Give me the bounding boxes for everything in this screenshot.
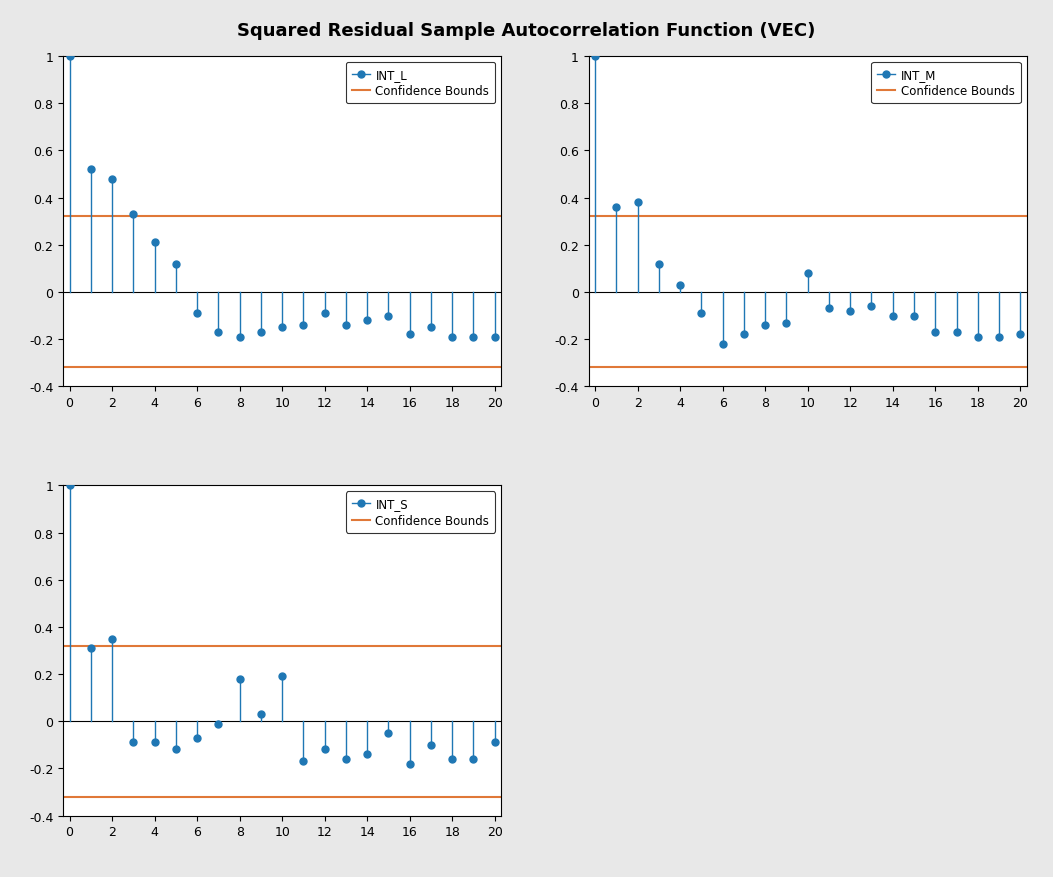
INT_S [382, 728, 395, 738]
INT_M [822, 303, 835, 314]
INT_M [929, 327, 941, 338]
INT_L [170, 259, 182, 269]
INT_S [468, 754, 480, 765]
INT_L [297, 320, 310, 331]
INT_L [276, 323, 289, 333]
Line: INT_M: INT_M [592, 53, 1024, 348]
INT_M [993, 332, 1006, 343]
INT_L [424, 323, 437, 333]
Text: Squared Residual Sample Autocorrelation Function (VEC): Squared Residual Sample Autocorrelation … [237, 22, 816, 40]
INT_S [489, 738, 501, 748]
INT_M [716, 339, 729, 350]
INT_S [340, 754, 353, 765]
INT_L [403, 330, 416, 340]
INT_L [234, 332, 246, 343]
INT_M [866, 302, 878, 312]
INT_S [191, 732, 203, 743]
INT_M [759, 320, 772, 331]
INT_S [84, 643, 97, 653]
INT_M [801, 268, 814, 279]
INT_M [589, 52, 601, 62]
INT_M [653, 259, 665, 269]
Confidence Bounds [63, 212, 76, 223]
INT_L [105, 175, 118, 185]
INT_L [255, 327, 267, 338]
INT_M [610, 203, 622, 213]
INT_M [843, 306, 856, 317]
INT_L [212, 327, 224, 338]
Confidence Bounds [63, 641, 76, 652]
Line: INT_S: INT_S [66, 482, 498, 767]
INT_M [632, 198, 644, 209]
INT_L [318, 309, 331, 319]
INT_M [908, 310, 920, 321]
INT_S [170, 745, 182, 755]
Confidence Bounds [610, 212, 622, 223]
INT_L [340, 320, 353, 331]
Confidence Bounds [84, 212, 97, 223]
INT_S [297, 756, 310, 766]
INT_S [318, 745, 331, 755]
INT_L [468, 332, 480, 343]
INT_L [84, 165, 97, 175]
INT_L [361, 316, 374, 326]
INT_M [737, 330, 750, 340]
INT_S [403, 759, 416, 769]
INT_M [674, 281, 687, 291]
INT_M [950, 327, 962, 338]
INT_L [489, 332, 501, 343]
INT_S [424, 739, 437, 750]
INT_M [887, 310, 899, 321]
INT_S [361, 749, 374, 759]
INT_M [1014, 330, 1027, 340]
Legend: INT_L, Confidence Bounds: INT_L, Confidence Bounds [346, 63, 495, 104]
INT_S [255, 709, 267, 719]
INT_M [780, 318, 793, 329]
INT_L [127, 210, 140, 220]
INT_S [212, 718, 224, 729]
INT_S [234, 674, 246, 684]
Legend: INT_M, Confidence Bounds: INT_M, Confidence Bounds [872, 63, 1020, 104]
INT_L [148, 238, 161, 248]
Confidence Bounds [589, 212, 601, 223]
INT_S [276, 672, 289, 682]
INT_L [191, 309, 203, 319]
INT_S [105, 634, 118, 645]
INT_S [63, 481, 76, 491]
Line: INT_L: INT_L [66, 53, 498, 341]
INT_S [148, 738, 161, 748]
INT_S [445, 754, 458, 765]
INT_L [63, 52, 76, 62]
INT_L [445, 332, 458, 343]
Legend: INT_S, Confidence Bounds: INT_S, Confidence Bounds [346, 492, 495, 533]
INT_M [972, 332, 985, 343]
INT_L [382, 310, 395, 321]
Confidence Bounds [84, 641, 97, 652]
INT_S [127, 738, 140, 748]
INT_M [695, 309, 708, 319]
